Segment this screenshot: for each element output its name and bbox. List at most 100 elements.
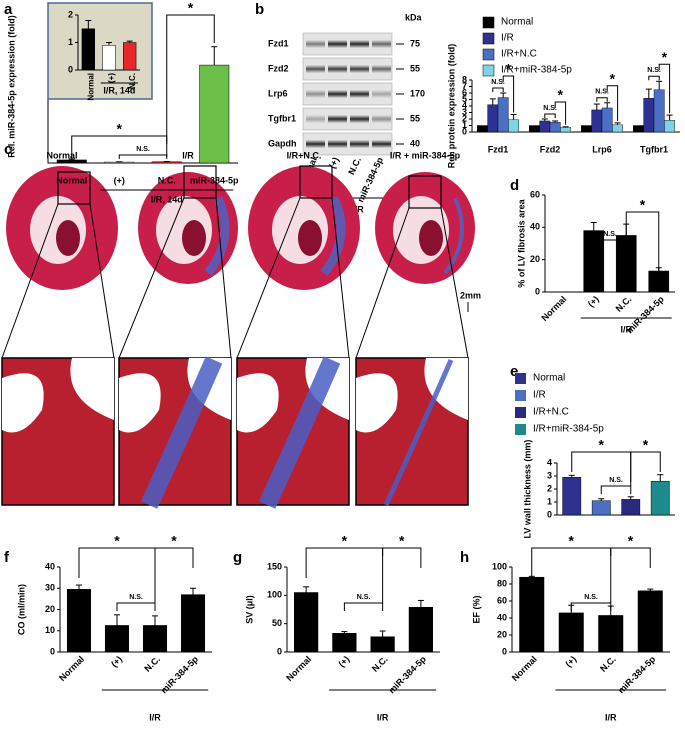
bar <box>549 122 561 133</box>
panel-letter: a <box>4 1 13 18</box>
bar <box>56 159 87 164</box>
y-tick-label: 150 <box>267 561 282 571</box>
histology-title: I/R+N.C. <box>287 150 322 160</box>
y-tick-label: 1 <box>462 120 467 130</box>
panel-letter: f <box>4 549 10 566</box>
panel-letter: g <box>233 549 242 566</box>
significance-label: N.S. <box>491 79 505 86</box>
zoom-lumen <box>119 373 161 433</box>
bar <box>633 125 644 133</box>
bar <box>102 45 116 71</box>
significance-bracket <box>610 547 651 603</box>
blot-band <box>306 90 325 98</box>
y-tick-label: 40 <box>530 222 540 232</box>
heart-tissue <box>298 220 322 256</box>
blot-band <box>350 115 369 123</box>
x-tick-label: Normal <box>510 654 539 683</box>
histology-title: I/R <box>182 150 194 160</box>
zoom-lumen <box>424 358 468 420</box>
group-label: I/R <box>620 324 632 334</box>
x-tick-label: miR-384-5p <box>159 654 201 696</box>
significance-label: * <box>188 0 194 16</box>
zoom-line <box>1 203 59 359</box>
y-tick-label: 8 <box>462 74 467 84</box>
zoom-lumen <box>237 373 279 433</box>
y-axis-label: Rel. protein expression (fold) <box>446 44 456 169</box>
blot-band <box>328 90 347 98</box>
panel-letter: c <box>4 141 12 158</box>
group-label: I/R <box>605 712 617 722</box>
legend-swatch <box>482 32 495 45</box>
legend-swatch <box>515 424 526 435</box>
panel-letter: d <box>510 177 519 194</box>
bar <box>66 589 92 653</box>
heart-tissue <box>419 220 443 256</box>
significance-label: * <box>599 437 605 453</box>
x-tick-label: (+) <box>107 73 116 83</box>
significance-label: * <box>171 533 177 549</box>
y-tick-label: 3 <box>547 470 552 480</box>
y-tick-label: 1 <box>547 496 552 506</box>
kda-label: 75 <box>410 38 420 48</box>
bar <box>123 42 137 71</box>
significance-label: N.S. <box>584 594 598 601</box>
panel-letter: b <box>255 1 264 18</box>
blot-band <box>350 140 369 148</box>
blot-row-label: Gapdh <box>268 138 297 148</box>
y-tick-label: 6 <box>462 87 467 97</box>
legend-swatch <box>515 373 526 384</box>
significance-label: * <box>643 437 649 453</box>
blot-band <box>328 115 347 123</box>
y-tick-label: 80 <box>497 578 507 588</box>
legend-swatch <box>482 48 495 61</box>
group-label: I/R, 14d <box>151 194 183 204</box>
y-tick-label: 60 <box>497 595 507 605</box>
bar <box>529 125 540 133</box>
y-tick-label: 0 <box>502 646 507 656</box>
x-tick-label: miR-384-5p <box>387 654 429 696</box>
kda-label: 170 <box>410 88 425 98</box>
legend-label: I/R <box>501 33 514 44</box>
y-tick-label: 40 <box>45 561 55 571</box>
legend-label: I/R <box>533 390 546 401</box>
histology-title: I/R + miR-384-5p <box>390 150 461 160</box>
heart-tissue <box>56 220 80 256</box>
blot-band <box>328 40 347 48</box>
group-label: I/R <box>149 712 161 722</box>
bar <box>142 625 168 653</box>
significance-bracket <box>502 75 515 113</box>
bar <box>562 477 582 516</box>
significance-label: * <box>569 533 575 549</box>
y-tick-label: 20 <box>45 604 55 614</box>
y-tick-label: 20 <box>530 254 540 264</box>
x-tick-label: N.C. <box>598 654 618 674</box>
significance-label: N.S. <box>595 89 609 96</box>
significance-bracket <box>382 547 422 603</box>
significance-bracket <box>154 547 194 603</box>
scale-label: 2mm <box>460 290 481 300</box>
y-tick-label: 3 <box>462 107 467 117</box>
bar <box>408 606 433 653</box>
significance-bracket <box>116 602 156 611</box>
significance-label: N.S. <box>647 67 661 74</box>
bar <box>601 107 613 133</box>
significance-bracket <box>648 75 660 81</box>
zoom-lumen <box>356 373 398 433</box>
blot-band <box>372 140 391 148</box>
blot-band <box>350 40 369 48</box>
zoom-fibrosis <box>140 356 223 509</box>
x-tick-label: N.C. <box>370 654 390 674</box>
x-tick-label: N.C. <box>142 654 162 674</box>
significance-label: * <box>399 533 405 549</box>
blot-band <box>372 115 391 123</box>
heart-tissue <box>182 220 206 256</box>
zoom-square <box>408 175 442 209</box>
bar <box>497 97 509 133</box>
significance-bracket <box>658 63 671 114</box>
significance-label: N.S. <box>543 105 557 112</box>
significance-label: * <box>506 61 512 77</box>
y-tick-label: 4 <box>462 100 467 110</box>
significance-label: * <box>610 70 616 86</box>
zoom-lumen <box>70 358 114 420</box>
bar <box>581 125 592 133</box>
